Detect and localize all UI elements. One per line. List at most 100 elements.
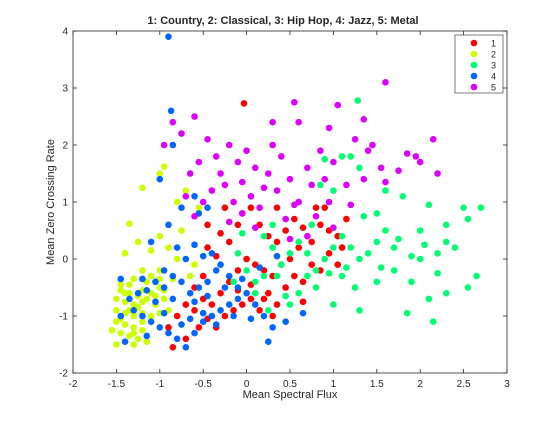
data-point: [269, 244, 276, 251]
data-point: [412, 153, 420, 160]
data-point: [156, 170, 164, 177]
data-point: [395, 167, 402, 174]
legend-marker: [470, 50, 478, 58]
data-point: [295, 238, 302, 246]
data-point: [317, 181, 324, 189]
data-point: [317, 147, 324, 154]
data-point: [182, 193, 190, 200]
data-point: [173, 198, 181, 206]
data-point: [282, 318, 289, 326]
data-point: [269, 118, 276, 126]
data-point: [169, 141, 177, 149]
data-point: [343, 264, 350, 271]
data-point: [360, 116, 368, 123]
data-point: [295, 244, 302, 251]
data-point: [256, 264, 263, 271]
data-point: [308, 181, 316, 189]
data-point: [147, 318, 155, 326]
data-point: [256, 307, 263, 314]
data-point: [425, 201, 433, 209]
data-point: [416, 158, 424, 166]
data-point: [238, 210, 246, 217]
legend-box: [454, 34, 504, 94]
data-point: [191, 329, 198, 337]
data-points: [108, 33, 485, 351]
data-point: [477, 204, 485, 211]
data-point: [434, 269, 441, 277]
data-point: [234, 295, 242, 303]
y-tick-label: 3: [62, 84, 68, 95]
data-point: [204, 221, 211, 229]
data-point: [429, 136, 437, 143]
data-point: [139, 267, 146, 274]
x-tick-label: -1.5: [108, 379, 126, 390]
data-point: [199, 309, 207, 317]
data-point: [373, 238, 381, 246]
data-point: [191, 212, 198, 220]
data-point: [225, 301, 233, 308]
data-point: [130, 329, 138, 337]
data-point: [117, 312, 125, 320]
data-point: [416, 227, 424, 234]
data-point: [265, 289, 272, 297]
data-point: [191, 261, 198, 269]
data-point: [130, 324, 138, 331]
data-point: [238, 178, 246, 186]
data-point: [286, 250, 294, 257]
data-point: [243, 289, 250, 297]
data-point: [273, 204, 281, 211]
data-point: [286, 175, 294, 183]
data-point: [312, 212, 320, 220]
data-point: [165, 33, 172, 40]
data-point: [273, 301, 281, 308]
data-point: [191, 241, 198, 249]
data-point: [178, 227, 185, 234]
data-point: [191, 307, 198, 314]
data-point: [178, 278, 185, 286]
data-point: [240, 100, 248, 107]
data-point: [395, 235, 402, 243]
y-tick-label: 2: [62, 141, 68, 152]
data-point: [364, 147, 372, 154]
data-point: [225, 272, 233, 280]
data-point: [360, 175, 368, 183]
data-point: [147, 312, 155, 320]
data-point: [356, 255, 363, 263]
data-point: [108, 326, 116, 334]
data-point: [260, 295, 268, 303]
y-axis-label: Mean Zero Crossing Rate: [45, 139, 57, 265]
data-point: [217, 261, 224, 269]
data-point: [182, 301, 190, 308]
data-point: [147, 272, 155, 280]
data-point: [442, 289, 450, 297]
data-point: [451, 244, 459, 251]
data-point: [390, 244, 398, 251]
data-point: [321, 255, 329, 263]
data-point: [156, 175, 164, 183]
data-point: [312, 267, 320, 274]
data-point: [286, 301, 294, 308]
data-point: [130, 307, 138, 314]
data-point: [169, 295, 177, 303]
y-tick-label: -1: [59, 312, 68, 323]
data-point: [139, 275, 146, 283]
data-point: [325, 250, 333, 257]
data-point: [273, 272, 281, 280]
legend-label: 5: [491, 83, 496, 93]
data-point: [256, 204, 263, 211]
data-point: [182, 255, 190, 263]
data-point: [208, 301, 216, 308]
data-point: [269, 324, 276, 331]
data-point: [464, 284, 472, 291]
x-tick-label: -1: [155, 379, 164, 390]
data-point: [160, 267, 168, 274]
data-point: [238, 230, 246, 237]
data-point: [403, 309, 411, 317]
data-point: [167, 107, 175, 115]
data-point: [225, 238, 233, 246]
data-point: [212, 267, 220, 274]
data-point: [147, 247, 155, 254]
data-point: [434, 250, 441, 257]
